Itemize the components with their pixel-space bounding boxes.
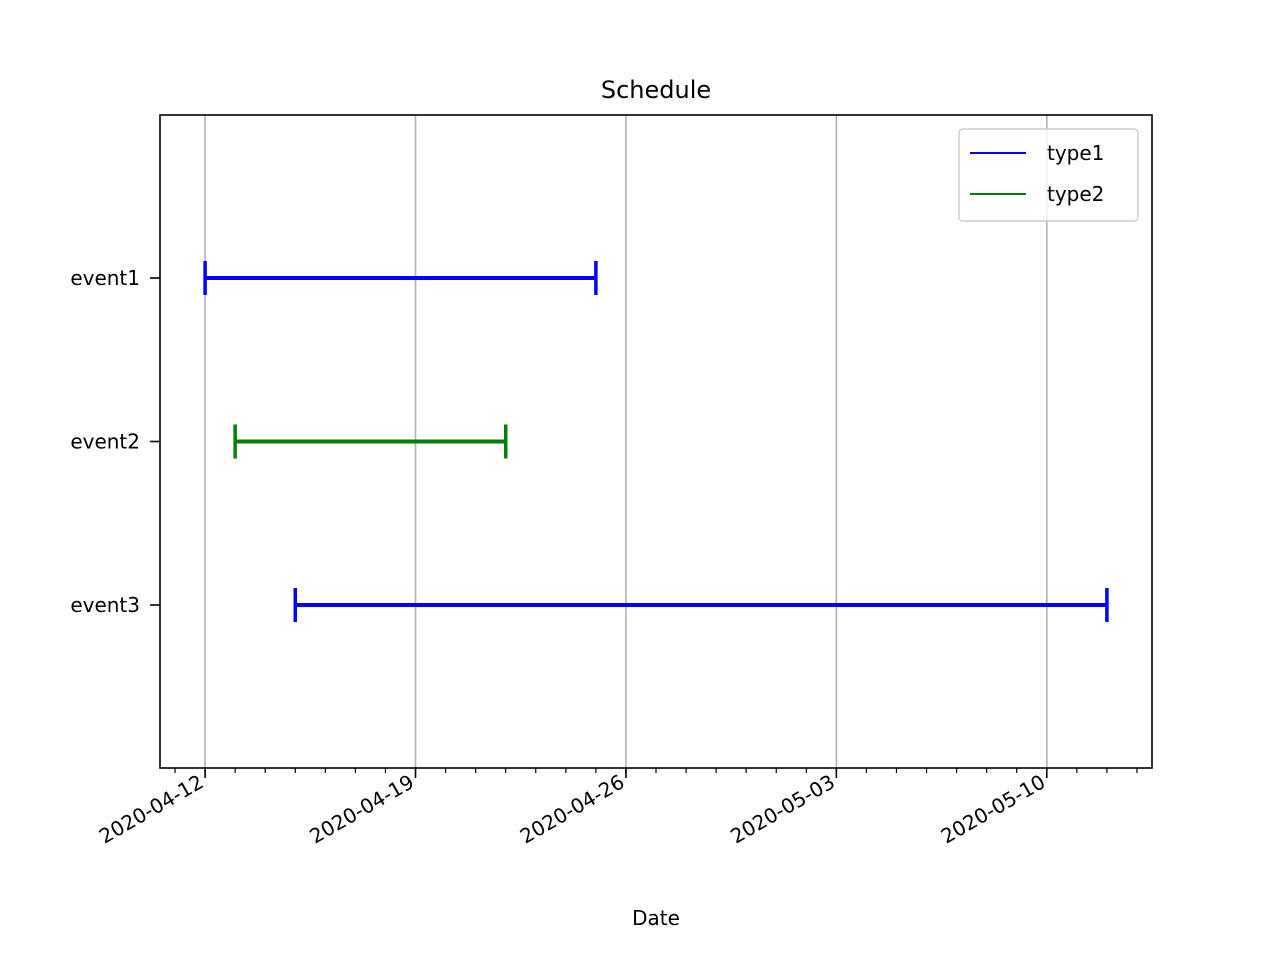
x-tick-label: 2020-04-26 [516, 770, 629, 849]
y-tick-label: event3 [70, 593, 140, 617]
gridlines [204, 115, 1048, 768]
legend-label: type1 [1047, 141, 1104, 165]
legend-label: type2 [1047, 182, 1104, 206]
axes: 2020-04-12 2020-04-19 2020-04-26 2020-05-03… [70, 266, 1138, 849]
x-axis-label: Date [632, 906, 680, 930]
legend: type1 type2 [958, 128, 1139, 222]
y-tick-label: event1 [70, 266, 140, 290]
x-tick-label: 2020-05-03 [726, 770, 839, 849]
x-tick-label: 2020-04-12 [95, 770, 208, 849]
x-tick-label: 2020-04-19 [305, 770, 418, 849]
y-tick-label: event2 [70, 430, 140, 454]
chart-title: Schedule [601, 76, 711, 104]
plot-series [203, 261, 1109, 622]
x-tick-label: 2020-05-10 [937, 770, 1050, 849]
